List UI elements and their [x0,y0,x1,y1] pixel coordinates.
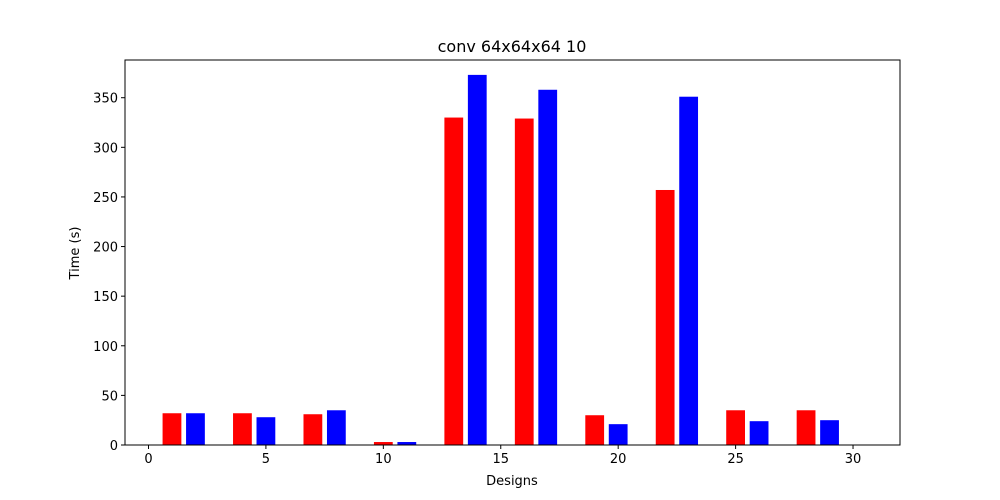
bar-series2-x2 [186,413,205,445]
y-tick-label: 100 [93,340,118,355]
bar-series1-x4 [233,413,252,445]
bar-series1-x22 [655,189,675,445]
bars-layer [162,74,839,446]
bar-series2-x5 [256,417,276,445]
bar-series1-x16 [514,118,534,445]
bar-series2-x11 [397,442,417,445]
bar-series2-x8 [326,410,346,445]
x-tick-label: 15 [492,452,509,467]
x-axis-label: Designs [486,474,538,489]
bar-series1-x28 [796,410,816,445]
x-tick-label: 25 [727,452,744,467]
y-axis: 0 50 100 150 200 250 300 350 [93,92,125,454]
y-tick-label: 150 [93,290,118,305]
plot-frame [124,59,901,446]
x-tick-label: 20 [610,452,627,467]
bar-series1-x10 [373,442,393,445]
x-tick-label: 10 [375,452,392,467]
bar-series1-x13 [444,117,464,445]
bar-series1-x19 [585,415,605,445]
bar-series2-x20 [608,424,628,445]
y-tick-label: 50 [101,389,118,404]
bar-series2-x26 [749,421,769,445]
y-tick-label: 350 [93,92,118,107]
y-tick-label: 0 [110,439,118,454]
bar-series2-x17 [538,89,558,446]
y-tick-label: 200 [93,241,118,256]
x-tick-label: 5 [262,452,270,467]
x-tick-label: 30 [845,452,862,467]
bar-series2-x14 [467,74,487,445]
bar-series1-x25 [726,410,745,445]
x-axis: 0 5 10 15 20 25 30 [144,445,861,467]
x-tick-label: 0 [144,452,152,467]
bar-series1-x1 [162,413,182,445]
chart-title: conv 64x64x64 10 [438,37,587,56]
bar-series2-x29 [820,420,839,445]
y-tick-label: 300 [93,141,118,156]
bar-series2-x23 [679,96,699,445]
bar-series1-x7 [303,414,323,445]
y-axis-label: Time (s) [68,227,83,281]
y-tick-label: 250 [93,191,118,206]
